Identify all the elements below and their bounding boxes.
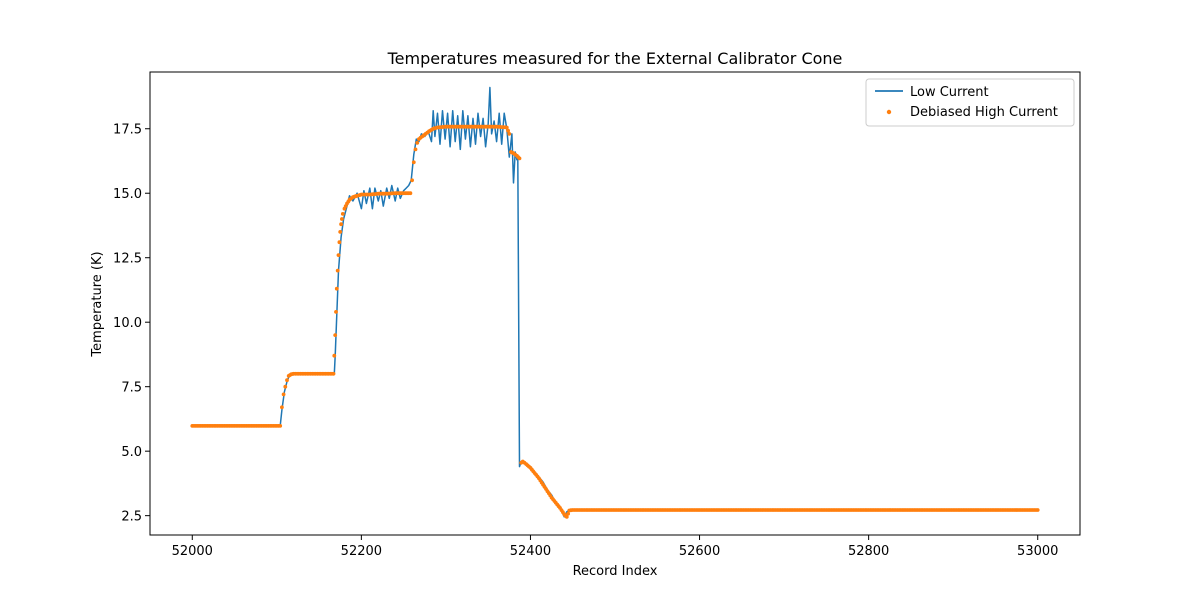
x-axis-label: Record Index xyxy=(573,564,658,579)
scatter-point xyxy=(335,268,340,273)
x-tick-label: 52000 xyxy=(172,544,213,559)
y-tick-label: 2.5 xyxy=(121,510,142,525)
scatter-point xyxy=(283,384,288,389)
scatter-point xyxy=(332,353,337,358)
scatter-point xyxy=(285,378,289,383)
plot-frame xyxy=(149,71,1081,536)
legend-low-current-label: Low Current xyxy=(910,85,989,100)
scatter-point xyxy=(339,222,343,227)
legend-box xyxy=(865,78,1075,127)
scatter-point xyxy=(340,217,344,221)
scatter-point xyxy=(410,178,414,183)
y-tick-label: 7.5 xyxy=(121,381,142,396)
x-tick-label: 52400 xyxy=(510,544,551,559)
x-tick-label: 52800 xyxy=(848,544,889,559)
scatter-point xyxy=(337,240,342,245)
scatter-point xyxy=(280,405,284,410)
scatter-point xyxy=(278,424,283,428)
x-tick-label: 52600 xyxy=(679,544,720,559)
plot-area xyxy=(149,71,1081,536)
scatter-point xyxy=(564,515,569,519)
y-axis: 2.5 5.0 7.5 10.0 12.5 15.0 17.5 xyxy=(113,123,150,525)
scatter-point xyxy=(338,230,343,234)
scatter-point xyxy=(411,160,416,165)
scatter-point xyxy=(334,310,338,314)
y-tick-label: 12.5 xyxy=(113,252,142,267)
debiased-high-current-points xyxy=(190,124,1040,519)
scatter-point xyxy=(413,147,418,152)
legend: Low Current Debiased High Current xyxy=(865,78,1075,127)
scatter-point xyxy=(566,511,570,516)
scatter-point xyxy=(507,132,512,136)
chart-title: Temperatures measured for the External C… xyxy=(387,49,843,68)
legend-debiased-high-current-label: Debiased High Current xyxy=(910,105,1058,120)
scatter-point xyxy=(1035,508,1040,512)
y-tick-label: 15.0 xyxy=(113,187,142,202)
scatter-point xyxy=(415,141,420,145)
scatter-point xyxy=(506,128,510,133)
y-tick-label: 5.0 xyxy=(121,445,142,460)
scatter-point xyxy=(504,125,509,130)
x-tick-label: 52200 xyxy=(341,544,382,559)
scatter-point xyxy=(340,212,345,216)
y-tick-label: 17.5 xyxy=(113,123,142,138)
scatter-point xyxy=(331,371,336,376)
x-axis: 52000 52200 52400 52600 52800 53000 xyxy=(172,535,1058,559)
y-axis-label: Temperature (K) xyxy=(90,251,105,357)
scatter-point xyxy=(408,191,413,196)
scatter-point xyxy=(281,392,286,397)
series-layer xyxy=(190,86,1040,519)
scatter-point xyxy=(336,253,341,257)
legend-debiased-high-current-marker xyxy=(886,109,892,115)
scatter-point xyxy=(333,333,338,337)
x-tick-label: 53000 xyxy=(1017,544,1058,559)
scatter-point xyxy=(334,286,339,291)
scatter-point xyxy=(517,156,522,161)
y-tick-label: 10.0 xyxy=(113,316,142,331)
